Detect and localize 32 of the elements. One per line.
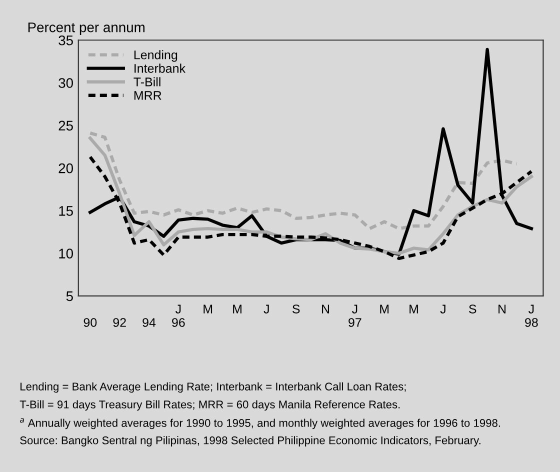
text: T-Bill = 91 days Treasury Bill Rates; MRR = 60 days Manila Reference Rates. xyxy=(20,400,400,411)
x-tick-label: M xyxy=(410,304,418,314)
x-tick-label: N xyxy=(498,304,506,314)
x-tick-label: J 98 xyxy=(525,304,538,327)
x-tick-label: 90 xyxy=(84,318,97,327)
legend-label: T-Bill xyxy=(134,77,160,86)
x-tick-label: J 97 xyxy=(348,304,362,327)
y-tick-label: 20 xyxy=(58,163,73,174)
y-tick-label: 35 xyxy=(58,35,73,46)
x-tick-label: J xyxy=(440,304,446,314)
legend-label: Lending xyxy=(134,50,178,62)
x-tick-label: M xyxy=(380,304,389,314)
x-tick-label: S xyxy=(468,304,476,314)
x-tick-label: J 96 xyxy=(172,304,185,327)
legend-label: MRR xyxy=(134,91,162,100)
text: Lending = Bank Average Lending Rate; Interbank = Interbank Call Loan Rates; xyxy=(20,382,406,393)
x-tick-label: M xyxy=(233,304,242,314)
legend-label: Interbank xyxy=(134,64,186,73)
y-tick-label: 25 xyxy=(58,120,73,131)
y-tick-label: 15 xyxy=(59,206,73,216)
y-axis-title: Percent per annum xyxy=(28,22,144,36)
x-tick-label: S xyxy=(292,304,300,314)
x-tick-label: N xyxy=(322,304,330,314)
x-tick-label: 92 xyxy=(113,318,126,327)
y-tick-label: 30 xyxy=(58,78,73,88)
x-tick-label: 94 xyxy=(142,318,156,327)
y-tick-label: 5 xyxy=(66,291,73,302)
x-tick-label: M xyxy=(204,304,212,314)
text: $^{a}$ Annually weighted averages for 1990 to 1995, and monthly weighted averages for 1996 to 1998. xyxy=(20,418,500,430)
y-tick-label: 10 xyxy=(59,248,73,258)
source-note: Source: Bangko Sentral ng Pilipinas, 1998 Selected Philippine Economic Indicators, February. xyxy=(20,436,480,446)
x-tick-label: J xyxy=(264,304,269,314)
